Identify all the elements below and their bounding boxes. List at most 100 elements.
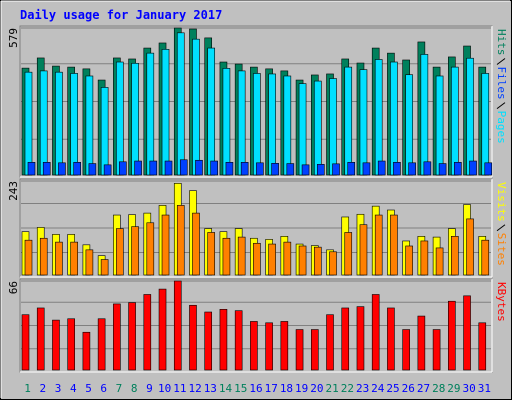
bar [253,242,261,276]
bar [70,73,78,176]
bar [405,74,413,176]
bar [451,236,459,276]
bar [268,73,276,176]
bar [405,245,413,276]
bar [295,329,304,371]
bar [128,302,136,371]
bar [326,314,334,371]
bar [225,162,234,176]
bar [463,295,471,371]
bar [173,280,182,371]
bar [371,294,380,371]
bar [39,237,48,276]
bar [207,232,216,276]
bar [179,159,188,176]
bar [36,307,45,371]
bar [374,59,383,176]
bar [435,247,444,276]
bar [390,61,398,176]
bar [207,47,216,176]
bar [387,307,395,371]
bar [359,224,368,276]
x-tick-label: 3 [55,382,62,395]
bar [222,237,231,276]
bar [435,75,444,176]
bar [313,246,322,276]
bar [58,162,66,176]
bar [192,212,200,276]
x-tick-label: 7 [116,382,123,395]
bar [265,322,273,371]
bar [481,239,490,276]
x-tick-label: 1 [24,382,31,395]
x-tick-label: 16 [249,382,262,395]
bar [234,310,243,371]
bar [204,311,213,371]
bar [268,243,276,276]
bar [52,319,60,371]
bar [298,245,307,276]
bar [286,163,295,176]
bar [116,61,124,176]
x-tick-label: 21 [326,382,339,395]
bar [146,222,155,276]
x-tick-label: 17 [265,382,278,395]
bar [85,75,94,176]
x-tick-label: 25 [386,382,399,395]
bar [344,66,353,176]
x-tick-label: 18 [280,382,293,395]
bar [24,239,33,276]
x-tick-label: 30 [463,382,476,395]
bar [210,160,219,176]
bar [131,62,139,176]
legend-separator [496,58,506,65]
bar [164,160,173,176]
bar [420,240,429,276]
bar [478,322,487,371]
x-tick-label: 11 [173,382,186,395]
bar [146,52,155,176]
bar [451,66,459,176]
bar [484,162,493,176]
bar [256,162,264,176]
bar [100,87,109,176]
y-tick-label: 243 [7,181,20,201]
bar [356,306,365,371]
bar [67,318,75,371]
bar [237,70,246,176]
bar [466,57,474,176]
x-tick-label: 20 [310,382,323,395]
y-tick-label: 579 [7,28,20,48]
bar [240,162,249,176]
bar [113,303,121,371]
bar [82,331,91,371]
bar [149,160,158,176]
bar [161,49,170,176]
bar [280,321,289,371]
bar [88,163,97,176]
x-tick-label: 19 [295,382,308,395]
legend-label: Visits [495,182,508,222]
bar [344,232,353,276]
x-tick-label: 6 [100,382,107,395]
bar [408,162,416,176]
bar [219,309,228,371]
bar [359,69,368,176]
bar [423,161,432,176]
bar [469,160,477,176]
bar [329,251,337,276]
bar [73,162,81,176]
x-tick-label: 12 [188,382,201,395]
x-tick-label: 4 [70,382,77,395]
bar [402,329,410,371]
x-tick-label: 8 [131,382,138,395]
bar [119,161,127,176]
x-tick-label: 23 [356,382,369,395]
bar [341,307,350,371]
x-tick-label: 5 [85,382,92,395]
bar [454,162,462,176]
legend-separator [496,102,506,110]
x-tick-label: 15 [234,382,247,395]
bar [466,218,474,276]
